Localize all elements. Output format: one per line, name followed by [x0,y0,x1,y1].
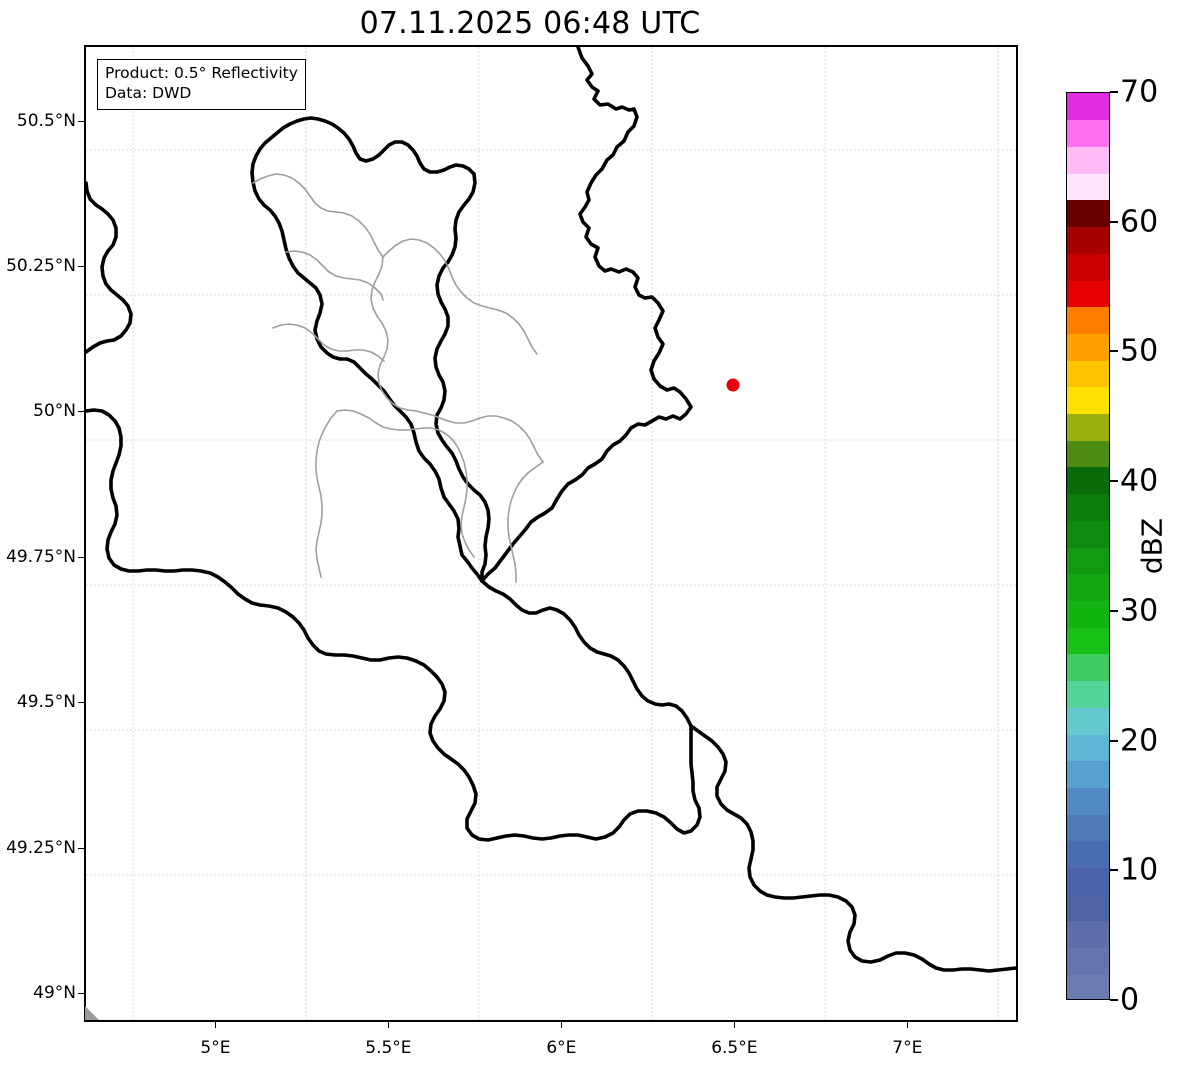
graticule-grid [86,47,1016,1020]
latitude-tick-mark [78,702,84,704]
colorbar-tick-label: 70 [1120,74,1159,110]
colorbar-band [1067,360,1109,388]
corner-artifact [85,1006,99,1020]
colorbar-band [1067,493,1109,521]
longitude-tick-mark [734,1022,736,1028]
latitude-tick-mark [78,992,84,994]
colorbar-tick-mark [1110,609,1118,612]
colorbar-band [1067,173,1109,201]
colorbar-band [1067,413,1109,441]
colorbar-band [1067,760,1109,788]
colorbar-tick-label: 20 [1120,723,1159,759]
colorbar-tick-label: 50 [1120,333,1159,369]
colorbar-band [1067,974,1109,999]
colorbar-tick-mark [1110,999,1118,1001]
product-info-product-line: Product: 0.5° Reflectivity [105,64,298,82]
colorbar-band [1067,253,1109,281]
colorbar-band [1067,306,1109,334]
latitude-tick-label: 49.5°N [16,692,76,713]
radar-site-marker[interactable] [726,378,740,392]
longitude-tick-label: 7°E [892,1038,923,1058]
longitude-tick-mark [561,1022,563,1028]
colorbar-band [1067,333,1109,361]
longitude-tick-label: 5°E [200,1038,231,1058]
map-geometry [86,47,1016,1020]
colorbar-band [1067,867,1109,895]
national-borders [86,47,1016,973]
colorbar-band [1067,93,1109,121]
colorbar-tick-mark [1110,869,1118,872]
colorbar-band [1067,573,1109,601]
latitude-tick-label: 49.25°N [6,837,76,858]
colorbar-band [1067,466,1109,495]
colorbar-tick-mark [1110,350,1118,353]
colorbar-tick-label: 40 [1120,463,1159,499]
page-title: 07.11.2025 06:48 UTC [359,6,701,41]
latitude-axis: 49°N 49.25°N 49.5°N 49.75°N 50°N 50.25°N 50.5°… [0,0,76,1081]
colorbar-band [1067,386,1109,415]
longitude-tick-label: 5.5°E [365,1038,412,1058]
colorbar-band [1067,707,1109,735]
colorbar-band [1067,226,1109,254]
radar-map-panel[interactable]: Product: 0.5° Reflectivity Data: DWD [84,45,1018,1022]
longitude-tick-mark [907,1022,909,1028]
colorbar-band [1067,547,1109,575]
colorbar-tick-label: 60 [1120,204,1159,240]
latitude-tick-label: 49°N [33,982,76,1003]
colorbar-band [1067,947,1109,975]
colorbar-band [1067,199,1109,228]
longitude-tick-mark [215,1022,217,1028]
colorbar-band [1067,146,1109,174]
colorbar-band [1067,440,1109,468]
colorbar-band [1067,894,1109,922]
latitude-tick-mark [78,411,84,413]
colorbar-band [1067,787,1109,815]
colorbar-tick-label: 0 [1120,982,1140,1018]
latitude-tick-mark [78,265,84,267]
colorbar-tick-mark [1110,91,1118,93]
latitude-tick-label: 50.5°N [16,110,76,131]
colorbar-axis-label: dBZ [1135,517,1169,575]
latitude-tick-label: 50.25°N [6,255,76,276]
colorbar-band [1067,627,1109,655]
latitude-tick-mark [78,120,84,122]
longitude-tick-mark [388,1022,390,1028]
colorbar-tick-label: 30 [1120,593,1159,629]
longitude-tick-label: 6.5°E [711,1038,758,1058]
colorbar-band [1067,733,1109,762]
product-info-box: Product: 0.5° Reflectivity Data: DWD [97,59,306,110]
colorbar-band [1067,814,1109,842]
colorbar-band [1067,119,1109,147]
colorbar-band [1067,600,1109,628]
subregion-boundaries [252,173,544,583]
latitude-tick-label: 49.75°N [6,546,76,567]
colorbar-band [1067,520,1109,548]
product-info-data-line: Data: DWD [105,83,192,102]
colorbar-tick-mark [1110,480,1118,483]
latitude-tick-label: 50°N [33,401,76,422]
colorbar-tick-label: 10 [1120,852,1159,888]
colorbar-band [1067,680,1109,708]
latitude-tick-mark [78,847,84,849]
colorbar-band [1067,840,1109,869]
latitude-tick-mark [78,556,84,558]
colorbar-tick-mark [1110,739,1118,742]
longitude-tick-label: 6°E [546,1038,577,1058]
colorbar-band [1067,279,1109,308]
colorbar-band [1067,920,1109,949]
colorbar-tick-mark [1110,220,1118,223]
reflectivity-colorbar[interactable] [1066,92,1110,1000]
colorbar-band [1067,653,1109,682]
